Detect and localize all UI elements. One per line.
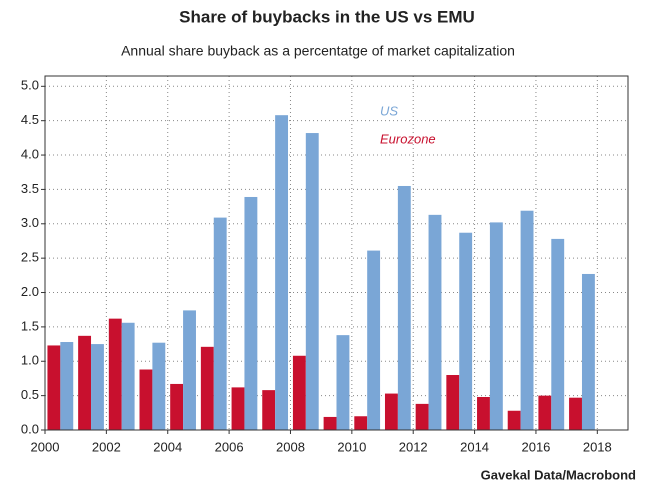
x-tick-label: 2004 [153, 439, 182, 454]
bar [47, 345, 61, 430]
y-tick-label: 4.0 [21, 146, 39, 161]
bar [78, 335, 92, 430]
plot-frame [44, 75, 629, 431]
bar [323, 416, 337, 430]
x-tick-label: 2018 [583, 439, 612, 454]
bar [428, 214, 442, 430]
bar [354, 416, 368, 430]
source: Gavekal Data/Macrobond [481, 467, 636, 482]
bar [231, 387, 245, 430]
x-tick-label: 2008 [276, 439, 305, 454]
x-tick-label: 2002 [92, 439, 121, 454]
y-tick-label: 0.0 [21, 421, 39, 436]
bar [91, 344, 104, 430]
y-tick-label: 1.5 [21, 318, 39, 333]
legend-label: US [380, 103, 398, 118]
y-tick-label: 3.5 [21, 181, 39, 196]
bar [507, 410, 521, 430]
y-tick-label: 5.0 [21, 78, 39, 93]
bar [336, 335, 350, 430]
bar [397, 185, 411, 430]
bar [367, 250, 381, 430]
bar [275, 115, 289, 431]
bar [305, 133, 319, 430]
bar [213, 217, 227, 430]
chart-subtitle: Annual share buyback as a percentatge of… [121, 43, 515, 59]
y-tick-label: 2.0 [21, 284, 39, 299]
bar [581, 273, 595, 430]
bar [551, 238, 565, 430]
bar [520, 210, 534, 430]
y-tick-label: 3.0 [21, 215, 39, 230]
bar [152, 342, 166, 430]
x-tick-label: 2012 [399, 439, 428, 454]
bar [538, 395, 552, 430]
bar [183, 310, 196, 430]
bar [108, 318, 122, 430]
chart-title: Share of buybacks in the US vs EMU [179, 7, 475, 26]
x-tick-label: 2016 [521, 439, 550, 454]
bar [121, 322, 135, 430]
bar [292, 355, 306, 430]
bar [384, 393, 398, 430]
bar [262, 390, 276, 430]
x-tick-label: 2014 [460, 439, 489, 454]
legend-label: Eurozone [380, 131, 436, 146]
bar [569, 397, 582, 430]
x-tick-label: 2000 [31, 439, 60, 454]
y-tick-label: 2.5 [21, 250, 39, 265]
bar [477, 397, 490, 430]
y-tick-label: 1.0 [21, 353, 39, 368]
bar [200, 346, 214, 430]
bar [459, 232, 473, 430]
bar [139, 369, 153, 430]
bar [415, 403, 429, 430]
bar [446, 375, 460, 430]
bar [170, 383, 184, 430]
y-tick-label: 4.5 [21, 112, 39, 127]
y-tick-label: 0.5 [21, 387, 39, 402]
bar [60, 342, 74, 430]
x-tick-label: 2010 [337, 439, 366, 454]
x-tick-label: 2006 [215, 439, 244, 454]
bar [244, 196, 258, 430]
bar [489, 222, 503, 430]
